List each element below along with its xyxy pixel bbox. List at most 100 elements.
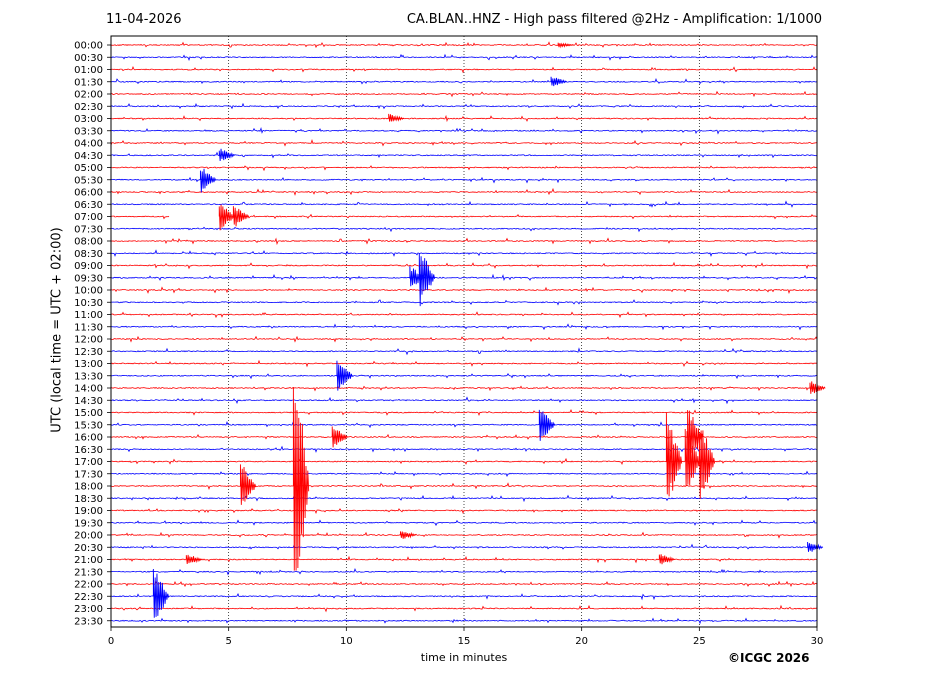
seismic-event [152,568,170,618]
seismic-event [218,148,235,161]
y-tick-label: 14:00 [74,384,103,395]
seismic-event [698,430,716,499]
chart-date: 11-04-2026 [106,12,182,27]
y-tick-label: 17:00 [74,457,103,468]
y-tick-label: 10:00 [74,286,103,297]
y-tick-label: 21:00 [74,555,103,566]
seismic-event [418,253,436,307]
trace-0700 [110,213,818,220]
y-tick-label: 20:00 [74,531,103,542]
trace-2100 [110,555,818,564]
seismic-event [807,542,824,552]
y-tick-label: 23:00 [74,604,103,615]
seismic-event [658,554,675,565]
seismic-event [550,76,567,87]
trace-1730 [110,470,818,478]
y-tick-label: 04:00 [74,139,103,150]
y-tick-label: 09:30 [74,273,103,284]
seismic-event [199,168,217,193]
trace-0230 [110,102,818,110]
seismic-event [239,464,257,505]
y-tick-label: 19:00 [74,506,103,517]
trace-0130 [110,78,818,85]
y-tick-label: 07:00 [74,212,103,223]
trace-0100 [110,66,818,74]
y-tick-label: 05:00 [74,163,103,174]
y-tick-label: 16:00 [74,433,103,444]
y-tick-label: 08:30 [74,249,103,260]
trace-1130 [110,323,818,331]
trace-1530 [110,420,818,429]
y-tick-label: 07:30 [74,224,103,235]
y-tick-label: 18:00 [74,482,103,493]
seismic-event [665,412,683,497]
y-tick-label: 21:30 [74,567,103,578]
x-tick-label: 15 [458,636,471,647]
trace-1430 [110,396,818,405]
y-tick-label: 04:30 [74,151,103,162]
y-tick-label: 18:30 [74,494,103,505]
x-tick-label: 10 [340,636,353,647]
trace-0930 [110,273,818,282]
trace-0300 [110,114,818,123]
y-tick-label: 09:00 [74,261,103,272]
trace-0000 [110,41,818,49]
x-axis-label: time in minutes [420,651,508,664]
y-tick-label: 22:00 [74,580,103,591]
y-tick-label: 08:00 [74,237,103,248]
y-tick-label: 11:00 [74,310,103,321]
trace-0500 [110,165,818,172]
trace-1400 [110,385,818,392]
y-tick-label: 00:00 [74,41,103,52]
y-tick-label: 16:30 [74,445,103,456]
seismic-event [336,360,353,391]
trace-1830 [110,494,818,503]
trace-2300 [110,604,818,613]
seismic-event [185,554,202,565]
y-tick-label: 06:30 [74,200,103,211]
trace-0330 [110,126,818,135]
y-tick-label: 14:30 [74,396,103,407]
y-tick-label: 03:30 [74,126,103,137]
y-tick-label: 12:00 [74,335,103,346]
trace-0830 [110,249,818,257]
seismic-event [292,386,310,571]
chart-title: CA.BLAN..HNZ - High pass filtered @2Hz -… [406,12,822,27]
x-tick-label: 20 [575,636,588,647]
trace-2130 [110,568,818,576]
y-tick-label: 02:30 [74,102,103,113]
trace-layer [110,41,826,625]
seismic-event [684,428,701,487]
trace-0900 [110,261,818,270]
grid-layer [228,36,700,627]
trace-2030 [110,543,818,551]
trace-0630 [110,200,818,208]
trace-0600 [110,187,818,196]
trace-2000 [110,531,818,539]
y-tick-label: 11:30 [74,322,103,333]
trace-0200 [110,90,818,98]
trace-1330 [110,373,818,380]
trace-1230 [110,347,818,356]
x-tick-label: 0 [108,636,114,647]
trace-0530 [110,176,818,184]
trace-0730 [110,226,818,233]
seismic-event [557,42,574,49]
trace-1000 [110,286,818,295]
y-tick-label: 15:00 [74,408,103,419]
y-tick-label: 23:30 [74,616,103,627]
trace-2330 [110,617,818,625]
y-tick-label: 13:00 [74,359,103,370]
y-tick-label: 17:30 [74,469,103,480]
trace-1930 [110,519,818,527]
seismic-event [409,266,426,287]
trace-1200 [110,335,818,343]
plot-frame [110,35,818,628]
trace-2230 [110,593,818,601]
seismic-event [538,409,556,441]
seismic-event [687,410,704,464]
y-tick-label: 20:30 [74,543,103,554]
y-tick-label: 13:30 [74,371,103,382]
